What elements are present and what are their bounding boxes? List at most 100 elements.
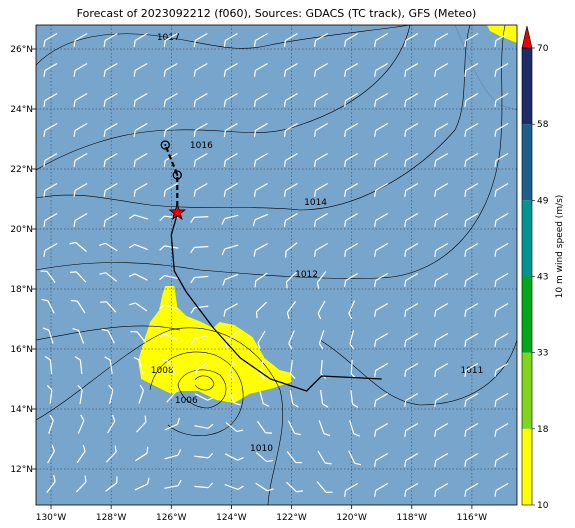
wind-barb (133, 32, 148, 47)
wind-barb (344, 152, 359, 167)
wind-barb (348, 300, 356, 320)
wind-barb (344, 32, 359, 47)
wind-barb (69, 271, 87, 283)
wind-barb (404, 452, 419, 467)
wind-barb (253, 243, 268, 257)
wind-barb (404, 242, 419, 257)
lon-tick-label: 124°W (216, 513, 247, 523)
wind-barb (104, 356, 113, 375)
wind-barb (290, 359, 296, 379)
wind-barb (344, 242, 359, 257)
wind-barb (77, 414, 85, 434)
lon-tick-label: 122°W (276, 513, 307, 523)
wind-barb (255, 301, 267, 319)
wind-barb (138, 384, 145, 404)
wind-barb (434, 362, 449, 377)
wind-barb (77, 384, 83, 405)
wind-barb (253, 152, 268, 167)
wind-barb (374, 332, 389, 347)
colorbar: 10 18 33 43 49 58 70 10 m wind speed (m/s) (521, 25, 565, 511)
wind-barb (222, 273, 239, 286)
wind-barb (404, 422, 419, 437)
wind-barb (43, 122, 58, 137)
wind-barb (283, 92, 298, 107)
wind-barb (133, 62, 148, 77)
wind-barb (190, 305, 209, 314)
wind-barb (494, 122, 509, 137)
wind-barb (163, 152, 178, 167)
wind-barb (404, 182, 419, 197)
colorbar-tick-label: 49 (537, 196, 549, 206)
wind-barb (313, 62, 328, 77)
wind-barb (283, 122, 298, 137)
wind-barb (43, 62, 58, 77)
wind-barb (344, 272, 359, 287)
wind-barb (253, 32, 268, 47)
wind-barb (133, 92, 148, 107)
wind-barb (464, 152, 479, 167)
wind-barb (464, 242, 479, 257)
wind-barb (133, 122, 148, 137)
wind-barb (283, 182, 298, 197)
wind-barb (344, 482, 359, 497)
wind-barb (313, 32, 328, 47)
wind-barbs (40, 32, 509, 497)
ocean-background (36, 25, 517, 505)
lon-tick-label: 116°W (457, 513, 488, 523)
wind-barb (101, 328, 115, 344)
wind-barb (404, 212, 419, 227)
wind-barb (288, 330, 295, 350)
wind-barb (374, 272, 389, 287)
wind-barb (434, 452, 449, 467)
wind-barb (313, 242, 328, 257)
wind-barb (224, 453, 244, 461)
wind-barb (374, 62, 389, 77)
wind-barb (283, 32, 298, 47)
longitude-axis: 130°W 128°W 126°W 124°W 122°W 120°W 118°W 116°W (36, 505, 488, 523)
wind-barb (253, 92, 268, 107)
wind-barb (190, 216, 209, 223)
wind-barb (44, 355, 53, 375)
isobar-label: 1010 (250, 444, 273, 454)
wind-barb (163, 62, 178, 77)
wind-barb (161, 359, 176, 374)
forecast-point (172, 170, 182, 180)
isobar-1008 (149, 351, 244, 436)
wind-barb (100, 301, 117, 313)
wind-area-0 (138, 286, 292, 403)
wind-barb (43, 242, 58, 257)
wind-barb (48, 414, 54, 434)
wind-barb (404, 152, 419, 167)
wind-barb (105, 445, 117, 463)
wind-barb (135, 415, 147, 433)
map-area[interactable]: 1017 1016 1014 1012 1011 1008 1006 1010 (36, 25, 517, 505)
wind-barb (73, 62, 88, 77)
wind-barb (317, 450, 332, 465)
wind-barb (344, 182, 359, 197)
wind-barb (224, 484, 244, 490)
map-frame (35, 24, 518, 506)
wind-barb (494, 242, 509, 257)
wind-barb (194, 362, 208, 378)
forecast-point (160, 140, 170, 150)
wind-barb (318, 330, 325, 350)
wind-barb (159, 304, 179, 310)
wind-barb (42, 327, 54, 344)
wind-barb (434, 422, 449, 437)
wind-barb (494, 392, 509, 407)
isobar-lines (36, 25, 517, 505)
wind-barb (464, 302, 479, 317)
track-forecast (164, 144, 179, 214)
isobar-label: 1017 (157, 33, 180, 43)
wind-barb (404, 482, 419, 497)
colorbar-extend (521, 25, 533, 49)
isobar-1014 (36, 25, 471, 211)
forecast-point-center (164, 144, 167, 146)
wind-barb (404, 362, 419, 377)
wind-barb (255, 482, 274, 492)
wind-barb (494, 422, 509, 437)
lat-tick-label: 20°N (10, 225, 33, 235)
wind-barb (103, 92, 118, 107)
current-position-star[interactable] (168, 203, 187, 220)
wind-barb (349, 330, 355, 350)
